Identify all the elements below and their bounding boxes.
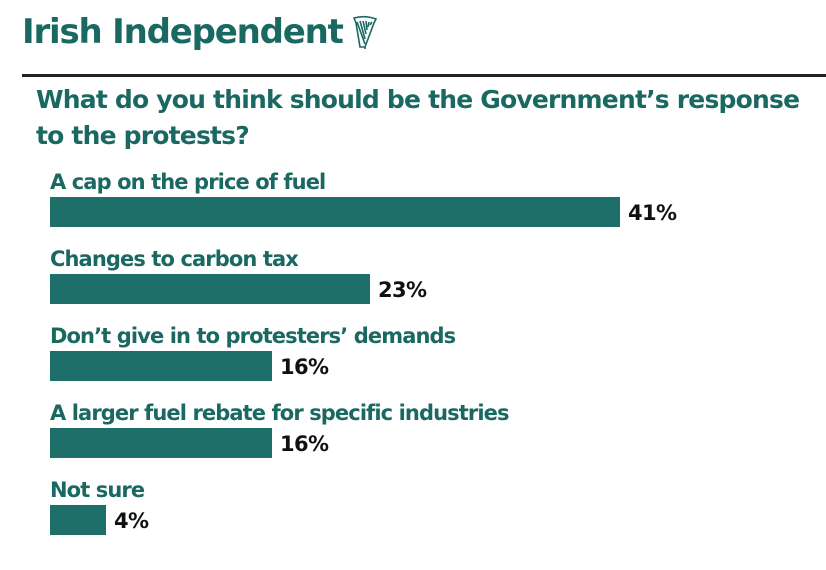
masthead-title: Irish Independent xyxy=(22,12,344,52)
value-label: 23% xyxy=(378,278,427,302)
header-rule xyxy=(22,74,826,77)
bar-chart: A cap on the price of fuel 41% Changes to … xyxy=(50,170,678,535)
bar xyxy=(50,274,370,304)
category-label: A cap on the price of fuel xyxy=(50,170,325,194)
value-label: 4% xyxy=(114,509,149,533)
chart-title: What do you think should be the Governme… xyxy=(36,85,800,150)
masthead: Irish Independent xyxy=(22,14,379,50)
value-label: 41% xyxy=(628,201,677,225)
bar xyxy=(50,197,620,227)
harp-icon xyxy=(351,14,379,50)
value-label: 16% xyxy=(280,355,329,379)
bar xyxy=(50,505,106,535)
bar xyxy=(50,351,272,381)
category-label: Changes to carbon tax xyxy=(50,247,299,271)
bar xyxy=(50,428,272,458)
value-label: 16% xyxy=(280,432,329,456)
category-label: A larger fuel rebate for specific indust… xyxy=(50,401,509,425)
category-label: Not sure xyxy=(50,478,145,502)
category-label: Don’t give in to protesters’ demands xyxy=(50,324,456,348)
